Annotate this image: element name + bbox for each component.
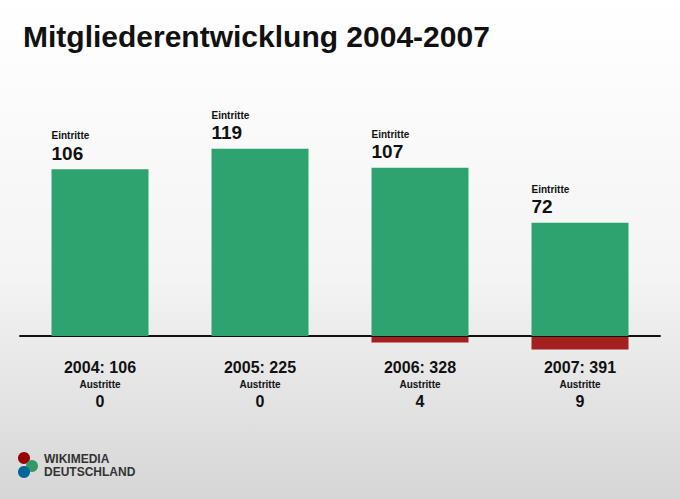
svg-text:2005: 225: 2005: 225 [224,359,296,376]
svg-text:DEUTSCHLAND: DEUTSCHLAND [44,465,136,479]
svg-text:Mitgliederentwicklung 2004-200: Mitgliederentwicklung 2004-2007 [23,20,490,53]
svg-text:106: 106 [52,143,84,164]
svg-text:Eintritte: Eintritte [372,129,410,140]
svg-text:Eintritte: Eintritte [212,110,250,121]
svg-text:Eintritte: Eintritte [532,184,570,195]
svg-text:2007: 391: 2007: 391 [544,359,616,376]
svg-text:119: 119 [212,122,243,143]
svg-text:107: 107 [372,141,404,162]
svg-text:9: 9 [576,393,585,410]
svg-text:2006: 328: 2006: 328 [384,359,456,376]
svg-text:0: 0 [256,393,265,410]
svg-text:Austritte: Austritte [399,379,441,390]
svg-text:WIKIMEDIA: WIKIMEDIA [44,452,110,466]
svg-text:Austritte: Austritte [239,379,281,390]
svg-text:Austritte: Austritte [79,379,121,390]
svg-text:72: 72 [532,196,553,217]
svg-text:0: 0 [96,393,105,410]
svg-text:2004: 106: 2004: 106 [64,359,136,376]
svg-text:4: 4 [416,393,425,410]
svg-text:Austritte: Austritte [559,379,601,390]
svg-text:Eintritte: Eintritte [52,130,90,141]
